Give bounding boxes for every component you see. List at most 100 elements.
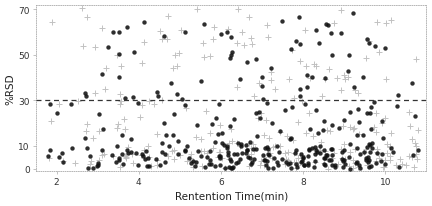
Point bbox=[367, 151, 374, 154]
Point bbox=[193, 8, 200, 12]
Point bbox=[256, 111, 263, 114]
Point bbox=[304, 86, 311, 90]
Point bbox=[371, 126, 378, 130]
Point bbox=[365, 40, 372, 43]
Point bbox=[292, 163, 299, 166]
Point bbox=[369, 141, 376, 145]
Point bbox=[226, 124, 233, 128]
Point bbox=[263, 164, 270, 167]
Point bbox=[347, 151, 354, 154]
Point bbox=[83, 130, 90, 133]
Point bbox=[198, 137, 205, 141]
Point bbox=[247, 157, 254, 160]
Point bbox=[189, 160, 196, 163]
Point bbox=[95, 113, 102, 116]
Point bbox=[255, 82, 262, 85]
Point bbox=[290, 139, 297, 142]
Point bbox=[338, 148, 345, 151]
Point bbox=[94, 164, 101, 167]
Point bbox=[288, 137, 295, 140]
Point bbox=[413, 145, 420, 148]
Point bbox=[129, 152, 136, 156]
Point bbox=[118, 65, 124, 68]
Point bbox=[87, 162, 94, 165]
Point bbox=[204, 152, 211, 155]
Point bbox=[122, 97, 129, 100]
Point bbox=[116, 159, 123, 162]
Point bbox=[162, 133, 169, 137]
Point bbox=[216, 150, 223, 153]
Point bbox=[153, 90, 160, 94]
Point bbox=[121, 118, 127, 121]
Point bbox=[209, 146, 216, 150]
Point bbox=[211, 141, 218, 144]
Point bbox=[407, 125, 413, 128]
Point bbox=[171, 149, 178, 152]
Point bbox=[265, 37, 272, 40]
Point bbox=[161, 160, 168, 164]
Point bbox=[134, 101, 141, 105]
Point bbox=[337, 89, 344, 92]
Point bbox=[335, 163, 342, 166]
Point bbox=[345, 70, 352, 73]
Point bbox=[181, 149, 188, 152]
Point bbox=[412, 153, 419, 156]
Point bbox=[305, 112, 312, 115]
Point bbox=[178, 98, 185, 101]
Point bbox=[158, 151, 165, 154]
Point bbox=[270, 146, 276, 149]
Point bbox=[260, 134, 267, 137]
Point bbox=[297, 88, 304, 91]
Point bbox=[186, 157, 193, 160]
Point bbox=[218, 157, 225, 160]
Point bbox=[360, 133, 367, 137]
Point bbox=[174, 92, 181, 96]
Point bbox=[261, 156, 268, 159]
Point bbox=[59, 152, 66, 155]
Point bbox=[144, 164, 151, 167]
Point bbox=[341, 142, 348, 146]
Point bbox=[276, 144, 283, 147]
Point bbox=[215, 154, 222, 158]
Point bbox=[316, 151, 323, 154]
Point bbox=[297, 160, 304, 163]
Point bbox=[211, 26, 218, 29]
Point bbox=[324, 24, 331, 27]
Point bbox=[267, 79, 274, 82]
Point bbox=[116, 103, 123, 106]
Point bbox=[83, 17, 90, 20]
Point bbox=[330, 151, 337, 154]
Point bbox=[386, 145, 393, 148]
Point bbox=[221, 166, 228, 170]
Point bbox=[287, 137, 294, 140]
Point bbox=[237, 158, 244, 161]
Point bbox=[121, 128, 128, 131]
Point bbox=[202, 110, 209, 113]
Point bbox=[193, 160, 200, 164]
Point bbox=[141, 157, 148, 160]
Point bbox=[317, 152, 324, 155]
Point bbox=[356, 133, 362, 136]
Point bbox=[324, 129, 330, 132]
Point bbox=[338, 9, 345, 13]
Point bbox=[141, 41, 148, 44]
Point bbox=[346, 126, 353, 129]
Point bbox=[274, 144, 281, 147]
Point bbox=[198, 165, 205, 168]
Point bbox=[266, 137, 273, 140]
Point bbox=[247, 162, 254, 166]
Point bbox=[349, 159, 356, 162]
Point bbox=[238, 151, 245, 154]
Point bbox=[322, 156, 329, 159]
Point bbox=[291, 96, 298, 100]
Point bbox=[339, 160, 346, 163]
Point bbox=[321, 77, 328, 80]
Point bbox=[127, 151, 134, 154]
Point bbox=[265, 153, 272, 156]
Point bbox=[342, 78, 349, 82]
Point bbox=[264, 24, 271, 28]
Point bbox=[349, 128, 356, 131]
Point bbox=[360, 150, 367, 154]
Point bbox=[368, 147, 375, 150]
Point bbox=[306, 128, 313, 131]
